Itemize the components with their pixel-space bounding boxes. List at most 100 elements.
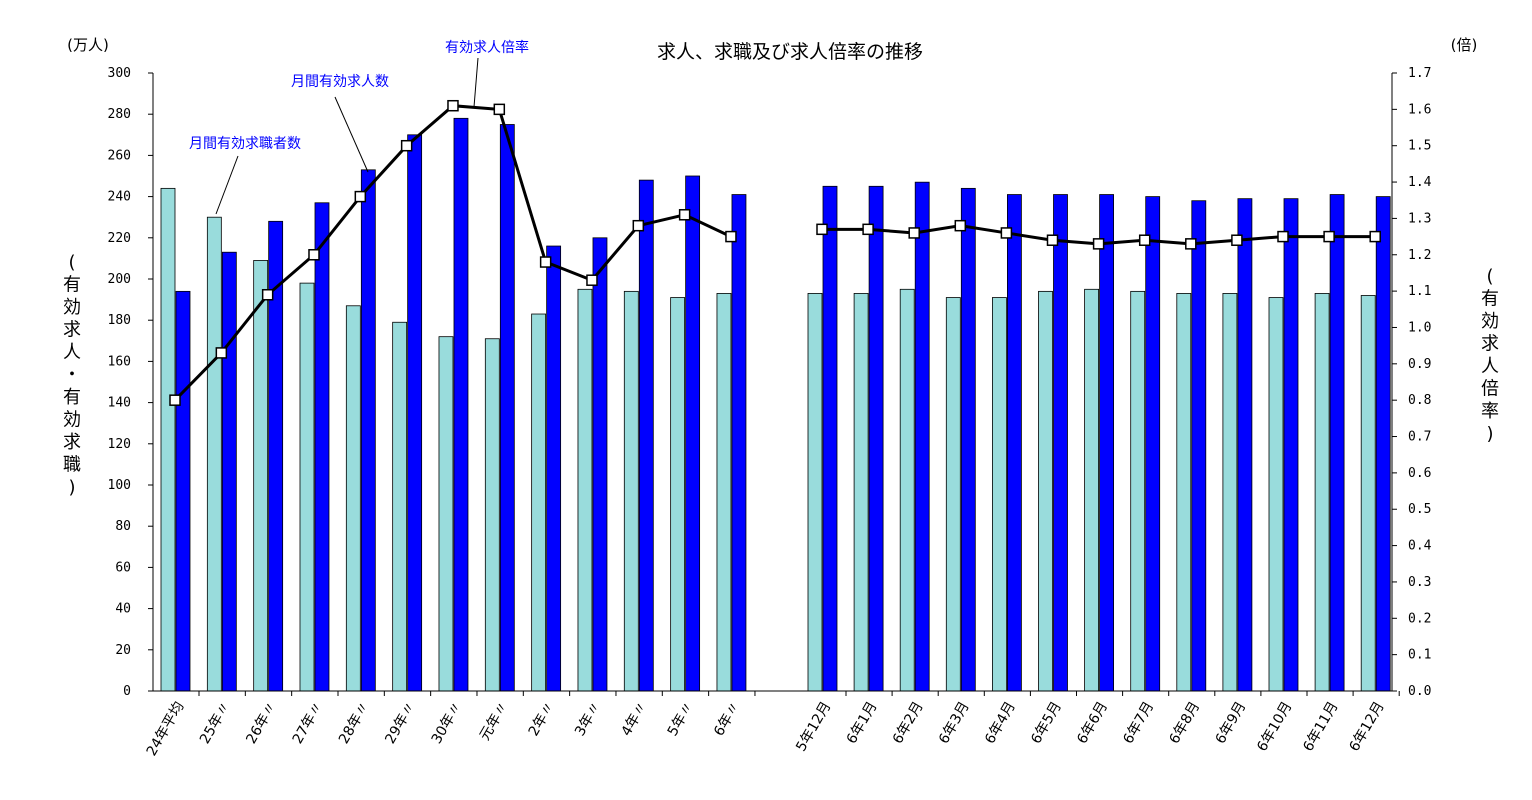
right-axis-label-char: 倍 (1481, 379, 1499, 400)
bar-offers (822, 185, 838, 692)
bar-seekers (807, 293, 823, 692)
right-tick-label: 1.2 (1408, 248, 1431, 263)
x-tick-label: 30年〃 (429, 699, 466, 747)
left-axis-label-char: 有 (63, 387, 81, 408)
left-tick-label: 140 (108, 396, 131, 411)
annotation-leader-line (473, 57, 479, 108)
left-tick-label: 260 (108, 148, 131, 163)
annotation-leader-line (215, 155, 239, 215)
right-tick-label: 1.7 (1408, 66, 1431, 81)
left-axis-label-char: 人 (63, 342, 81, 363)
ratio-marker (447, 99, 459, 112)
annotation-leader-line (334, 96, 369, 173)
bar-seekers (392, 321, 408, 692)
right-axis-label-char: 効 (1481, 311, 1499, 332)
left-axis-label-char: ) (68, 477, 75, 498)
bar-seekers (670, 297, 686, 692)
x-tick-label: 元年〃 (477, 699, 512, 743)
bar-offers (914, 181, 930, 692)
x-tick-label: 27年〃 (290, 699, 327, 747)
bar-offers (592, 237, 608, 692)
bar-offers (314, 202, 330, 692)
ratio-marker (862, 223, 874, 236)
ratio-marker (539, 256, 552, 268)
x-tick-label: 26年〃 (243, 699, 280, 747)
right-tick-label: 1.4 (1408, 175, 1432, 190)
bar-seekers (299, 282, 315, 692)
annotation-label: 有効求人倍率 (445, 39, 529, 56)
x-tick-label: 6年9月 (1213, 699, 1250, 747)
ratio-marker (1277, 230, 1289, 243)
x-tick-label: 6年6月 (1074, 699, 1111, 747)
bar-seekers (1222, 293, 1238, 692)
x-tick-label: 4年〃 (618, 699, 650, 739)
ratio-marker (725, 230, 737, 243)
right-tick-label: 0.5 (1408, 502, 1431, 517)
ratio-marker (169, 394, 181, 406)
x-tick-label: 29年〃 (382, 699, 419, 747)
bar-seekers (623, 290, 639, 692)
bar-offers (453, 117, 469, 692)
right-axis-label-char: 有 (1481, 289, 1499, 310)
right-tick-label: 0.6 (1408, 466, 1431, 481)
right-tick-label: 0.9 (1408, 357, 1431, 372)
bar-offers (1283, 198, 1299, 692)
ratio-marker (1231, 234, 1243, 246)
ratio-marker (632, 219, 645, 232)
ratio-marker (1185, 238, 1197, 250)
bar-offers (1191, 200, 1207, 692)
bar-offers (499, 124, 515, 692)
x-tick-label: 6年7月 (1120, 699, 1157, 747)
ratio-marker (1323, 230, 1335, 243)
left-tick-label: 160 (108, 354, 131, 369)
left-tick-label: 280 (108, 107, 131, 122)
left-tick-label: 300 (108, 66, 131, 81)
bar-offers (1145, 196, 1161, 692)
ratio-marker (954, 219, 967, 232)
right-axis-label-char: 率 (1481, 401, 1499, 422)
right-tick-label: 0.3 (1408, 575, 1431, 590)
right-tick-label: 1.1 (1408, 284, 1431, 299)
bar-offers (960, 187, 976, 692)
bar-seekers (1130, 290, 1146, 692)
right-tick-label: 0.8 (1408, 393, 1431, 408)
x-tick-label: 6年5月 (1028, 699, 1065, 747)
ratio-marker (1046, 234, 1059, 246)
x-tick-label: 5年〃 (665, 699, 697, 739)
left-tick-label: 20 (115, 643, 131, 658)
bars-layer (160, 117, 1391, 692)
right-axis-label-char: 人 (1481, 356, 1499, 377)
ratio-marker (1138, 234, 1151, 246)
left-axis-label-char: ( (68, 252, 75, 273)
bar-seekers (1360, 295, 1376, 692)
x-tick-label: 6年3月 (936, 699, 973, 747)
left-axis-label-char: 求 (63, 320, 81, 341)
ratio-marker (261, 289, 274, 301)
x-tick-label: 5年12月 (793, 699, 834, 754)
x-tick-label: 6年8月 (1166, 699, 1203, 747)
bar-offers (175, 290, 191, 692)
right-tick-label: 0.2 (1408, 611, 1431, 626)
bar-offers (1099, 194, 1114, 692)
right-tick-label: 0.1 (1408, 648, 1431, 663)
left-axis-label-char: 効 (63, 297, 81, 318)
bar-offers (407, 134, 423, 692)
x-tick-label: 6年11月 (1300, 699, 1341, 754)
ratio-marker (308, 249, 320, 261)
x-tick-label: 6年1月 (844, 699, 881, 747)
ratio-marker (908, 227, 920, 239)
line-layer (169, 99, 1381, 406)
ratio-marker (816, 223, 828, 236)
right-axis-label-char: ( (1486, 266, 1493, 287)
right-tick-label: 1.5 (1408, 139, 1431, 154)
bar-offers (546, 245, 562, 692)
bar-seekers (345, 305, 361, 692)
bar-seekers (1176, 293, 1192, 692)
bar-offers (1375, 196, 1391, 692)
bar-seekers (160, 187, 176, 692)
bar-seekers (853, 293, 869, 692)
left-tick-label: 240 (108, 190, 131, 205)
right-tick-label: 0.4 (1408, 539, 1432, 554)
